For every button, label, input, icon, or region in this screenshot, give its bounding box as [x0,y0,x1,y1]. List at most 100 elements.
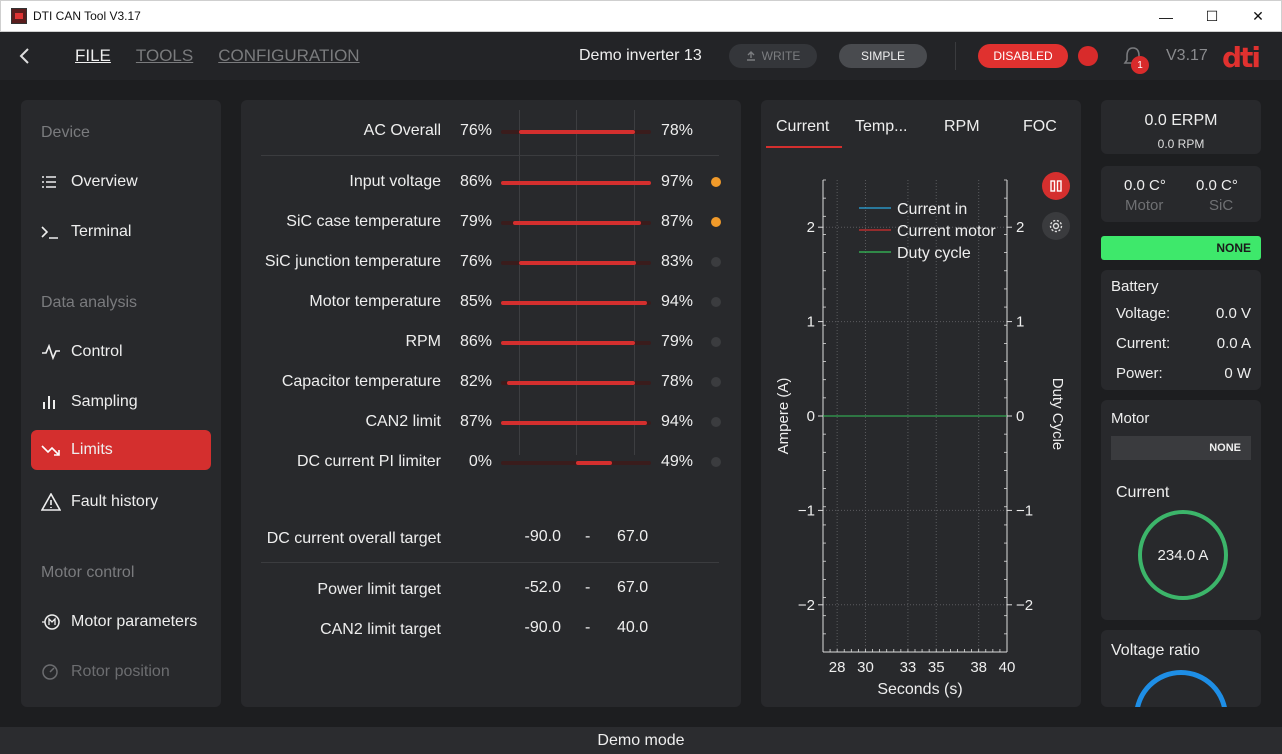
limit-bar [501,261,651,265]
limit-row: DC current PI limiter 0% 49% [241,447,741,477]
limit-bar-fill [501,341,635,345]
limit-label: DC current PI limiter [296,453,441,470]
sidebar-item-rotor-position[interactable]: Rotor position [31,652,211,692]
sidebar-item-label: Overview [71,173,138,190]
device-name: Demo inverter 13 [579,47,702,64]
target-max: 67.0 [617,579,649,596]
sidebar-item-limits[interactable]: Limits [31,430,211,470]
status-bar: Demo mode [0,727,1282,754]
tab-rpm[interactable]: RPM [944,118,980,135]
limit-row: Motor temperature 85% 94% [241,287,741,317]
target-min: -52.0 [524,579,561,596]
limit-right-value: 78% [661,122,694,139]
back-arrow-icon[interactable] [0,32,50,80]
limit-row-ac-overall: AC Overall 76% 78% [241,116,741,146]
tab-temp[interactable]: Temp... [855,118,908,135]
app-icon [11,8,27,24]
demo-mode-label: Demo mode [597,731,685,749]
target-max: 40.0 [617,619,649,636]
limit-left-value: 87% [459,413,492,430]
pause-button[interactable] [1042,172,1070,200]
limit-indicator [711,377,721,387]
sidebar-item-motor-parameters[interactable]: Motor parameters [31,602,211,642]
limit-right-value: 79% [661,333,694,350]
bar-chart-icon [41,394,67,410]
y2-axis-label: Duty Cycle [1049,378,1066,451]
sidebar-item-label: Fault history [71,493,159,510]
dti-logo: dti [1222,41,1261,74]
rpm-card: 0.0 ERPM 0.0 RPM [1101,100,1261,154]
x-tick-label: 33 [900,659,917,676]
limit-bar-fill [501,181,651,185]
voltage-ratio-card: Voltage ratio [1101,630,1261,707]
sidebar-item-control[interactable]: Control [31,332,211,372]
x-tick-label: 30 [857,659,874,676]
sidebar-item-terminal[interactable]: Terminal [31,212,211,252]
tab-current[interactable]: Current [776,118,830,135]
chart-settings-button[interactable] [1042,212,1070,240]
close-button[interactable]: ✕ [1252,8,1264,24]
limit-label: CAN2 limit [365,413,441,430]
write-button[interactable]: WRITE [729,44,817,68]
sidebar-item-label: Motor parameters [71,613,198,630]
battery-card: Battery Voltage: 0.0 V Current: 0.0 A Po… [1101,270,1261,390]
simple-button[interactable]: SIMPLE [839,44,927,68]
target-dash: - [585,619,591,636]
target-label: Power limit target [317,581,441,598]
menu-configuration[interactable]: CONFIGURATION [218,46,360,65]
menu-file[interactable]: FILE [75,46,111,65]
limit-left-value: 76% [459,122,492,139]
sic-temp-value: 0.0 C° [1196,177,1238,194]
sidebar-item-label: Sampling [71,393,138,410]
pause-icon [1050,180,1062,192]
grid-line [634,110,635,455]
y2-tick-label: 0 [1016,408,1024,425]
legend-label: Current motor [897,223,996,240]
limit-indicator [711,297,721,307]
rotor-icon [41,663,67,681]
menu-tools[interactable]: TOOLS [135,46,194,65]
battery-current-label: Current: [1116,335,1171,352]
limit-row: SiC junction temperature 76% 83% [241,247,741,277]
limit-bar-fill [507,381,635,385]
chart-panel: Current Temp... RPM FOC 2 2 1 1 0 0 −1 −1 −2 −2 28… [761,100,1081,707]
tab-foc[interactable]: FOC [1023,118,1057,135]
y-tick-label: 2 [807,219,815,236]
battery-title: Battery [1111,278,1159,295]
status-indicator [1078,46,1098,66]
limit-row: SiC case temperature 79% 87% [241,207,741,237]
sidebar-item-overview[interactable]: Overview [31,162,211,202]
limit-row: RPM 86% 79% [241,327,741,357]
limit-row: CAN2 limit 87% 94% [241,407,741,437]
target-min: -90.0 [524,619,561,636]
limit-indicator [711,257,721,267]
limit-label: SiC case temperature [286,213,441,230]
target-max: 67.0 [617,528,649,545]
y-axis-label: Ampere (A) [775,378,792,455]
limit-left-value: 86% [459,333,492,350]
app-toolbar: FILE TOOLS CONFIGURATION Demo inverter 1… [0,32,1282,80]
limit-label: SiC junction temperature [264,253,441,270]
x-tick-label: 38 [970,659,987,676]
rpm-value: 0.0 RPM [1157,137,1205,151]
section-device: Device [41,124,90,141]
active-tab-indicator [766,146,842,148]
window-titlebar: DTI CAN Tool V3.17 — ☐ ✕ [0,0,1282,32]
warning-icon [41,493,67,511]
motor-temp-label: Motor [1125,197,1164,214]
target-label: CAN2 limit target [320,621,441,638]
current-gauge: 234.0 A [1138,510,1228,600]
limit-right-value: 87% [661,213,694,230]
status-badge: NONE [1101,236,1261,260]
sidebar-item-fault-history[interactable]: Fault history [31,482,211,522]
maximize-button[interactable]: ☐ [1205,8,1219,24]
limit-left-value: 0% [468,453,492,470]
disabled-button[interactable]: DISABLED [978,44,1068,68]
target-dash: - [585,579,591,596]
pulse-icon [41,344,67,360]
current-title: Current [1116,484,1170,501]
minimize-button[interactable]: — [1159,8,1173,25]
sidebar-item-sampling[interactable]: Sampling [31,382,211,422]
x-tick-label: 35 [928,659,945,676]
limit-bar-fill [501,421,647,425]
